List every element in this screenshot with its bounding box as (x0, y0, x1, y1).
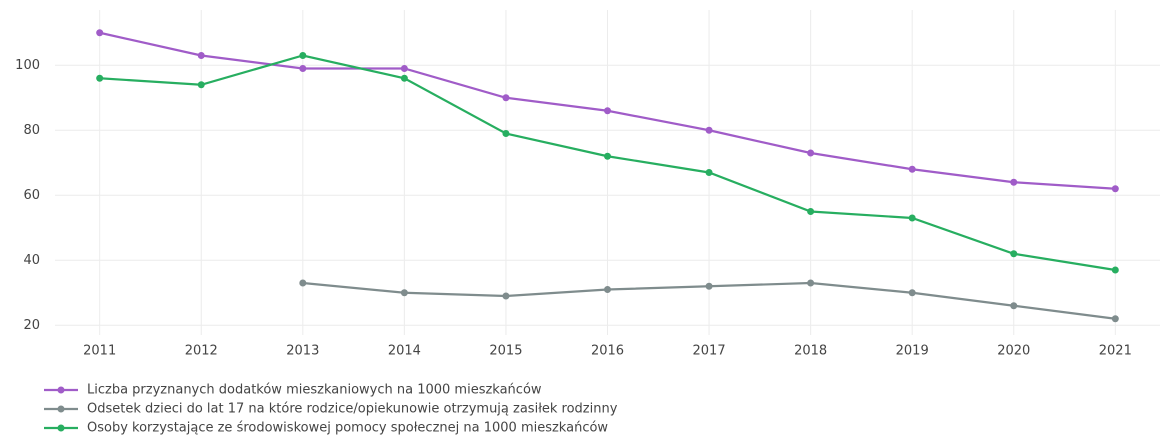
data-point (1111, 315, 1119, 323)
data-point (807, 279, 815, 287)
data-point (705, 126, 713, 134)
data-point (299, 65, 307, 72)
x-tick-label: 2019 (896, 344, 929, 359)
x-tick-label: 2016 (591, 344, 624, 359)
y-tick-label: 40 (23, 253, 40, 268)
legend-label: Osoby korzystające ze środowiskowej pomo… (87, 421, 608, 436)
data-point (604, 107, 611, 115)
x-tick-label: 2013 (286, 344, 319, 359)
data-point (604, 152, 611, 160)
data-point (502, 292, 510, 300)
data-point (705, 169, 713, 176)
x-tick-label: 2015 (489, 344, 522, 359)
y-tick-label: 80 (23, 123, 40, 138)
data-point (807, 208, 815, 215)
x-tick-label: 2011 (83, 344, 116, 359)
data-point (299, 279, 307, 287)
data-point (1111, 185, 1119, 193)
y-tick-label: 20 (23, 318, 40, 333)
legend-marker (57, 405, 65, 413)
data-point (1111, 266, 1119, 274)
data-point (705, 282, 713, 290)
data-point (197, 52, 205, 59)
data-point (1010, 178, 1018, 186)
x-tick-label: 2020 (997, 344, 1030, 359)
data-point (1010, 250, 1018, 258)
x-tick-label: 2014 (388, 344, 421, 359)
data-point (96, 74, 104, 82)
data-point (400, 65, 408, 72)
data-point (502, 94, 510, 102)
data-point (908, 165, 916, 173)
data-point (908, 289, 916, 297)
x-tick-label: 2021 (1099, 344, 1132, 359)
data-point (400, 74, 408, 82)
data-point (1010, 302, 1018, 310)
data-point (908, 214, 916, 222)
data-point (96, 29, 104, 37)
y-tick-label: 60 (23, 188, 40, 203)
x-tick-label: 2017 (693, 344, 726, 359)
x-tick-label: 2012 (185, 344, 218, 359)
data-point (807, 149, 815, 157)
data-point (604, 286, 611, 293)
legend-label: Liczba przyznanych dodatków mieszkaniowy… (87, 383, 542, 398)
y-tick-label: 100 (15, 58, 40, 73)
x-tick-label: 2018 (794, 344, 827, 359)
legend-label: Odsetek dzieci do lat 17 na które rodzic… (87, 402, 618, 417)
data-point (400, 289, 408, 297)
data-point (502, 130, 510, 137)
legend-marker (57, 424, 65, 432)
data-point (197, 81, 205, 89)
legend-marker (57, 386, 65, 394)
data-point (299, 52, 307, 59)
